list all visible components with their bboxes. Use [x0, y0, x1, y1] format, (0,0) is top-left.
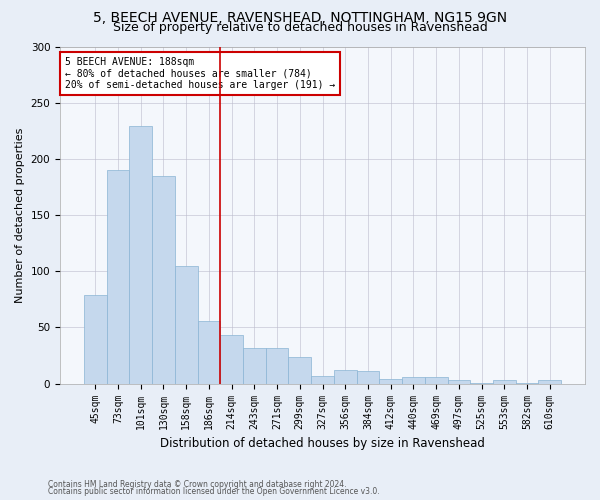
Bar [266, 348, 289, 384]
Bar [311, 376, 334, 384]
Bar [289, 356, 311, 384]
Bar [152, 176, 175, 384]
Bar [334, 370, 356, 384]
Bar [175, 266, 197, 384]
Bar [402, 377, 425, 384]
X-axis label: Distribution of detached houses by size in Ravenshead: Distribution of detached houses by size … [160, 437, 485, 450]
Bar [243, 348, 266, 384]
Bar [425, 377, 448, 384]
Bar [84, 295, 107, 384]
Y-axis label: Number of detached properties: Number of detached properties [15, 128, 25, 303]
Text: 5, BEECH AVENUE, RAVENSHEAD, NOTTINGHAM, NG15 9GN: 5, BEECH AVENUE, RAVENSHEAD, NOTTINGHAM,… [93, 11, 507, 25]
Bar [379, 379, 402, 384]
Text: 5 BEECH AVENUE: 188sqm
← 80% of detached houses are smaller (784)
20% of semi-de: 5 BEECH AVENUE: 188sqm ← 80% of detached… [65, 56, 335, 90]
Bar [107, 170, 130, 384]
Bar [470, 382, 493, 384]
Text: Contains HM Land Registry data © Crown copyright and database right 2024.: Contains HM Land Registry data © Crown c… [48, 480, 347, 489]
Bar [515, 382, 538, 384]
Bar [538, 380, 561, 384]
Bar [220, 336, 243, 384]
Text: Size of property relative to detached houses in Ravenshead: Size of property relative to detached ho… [113, 21, 487, 34]
Bar [130, 126, 152, 384]
Text: Contains public sector information licensed under the Open Government Licence v3: Contains public sector information licen… [48, 487, 380, 496]
Bar [356, 372, 379, 384]
Bar [493, 380, 515, 384]
Bar [197, 321, 220, 384]
Bar [448, 380, 470, 384]
